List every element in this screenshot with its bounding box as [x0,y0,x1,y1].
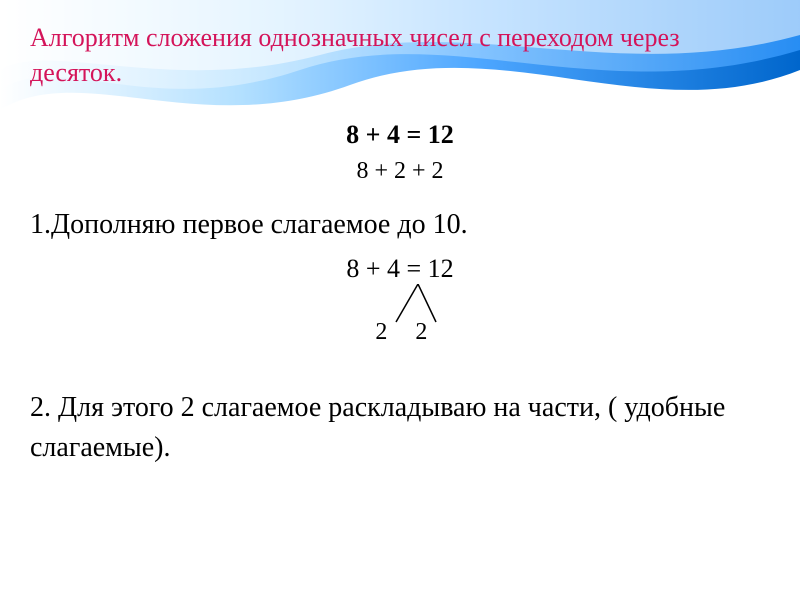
decomposition-equation: 8 + 4 = 12 [346,254,453,284]
slide-title: Алгоритм сложения однозначных чисел с пе… [30,20,770,90]
step-1-text: 1.Дополняю первое слагаемое до 10. [30,205,770,244]
equation-block-1: 8 + 4 = 12 8 + 2 + 2 [30,120,770,185]
decomposition-part-1: 2 [375,319,387,346]
decomposition-part-2: 2 [415,319,427,346]
decomposition-block: 8 + 4 = 12 2 2 [30,254,770,368]
equation-expanded: 8 + 2 + 2 [30,158,770,185]
decomposition-lines [388,284,448,324]
equation-main: 8 + 4 = 12 [30,120,770,150]
step-2-text: 2. Для этого 2 слагаемое раскладываю на … [30,388,770,466]
